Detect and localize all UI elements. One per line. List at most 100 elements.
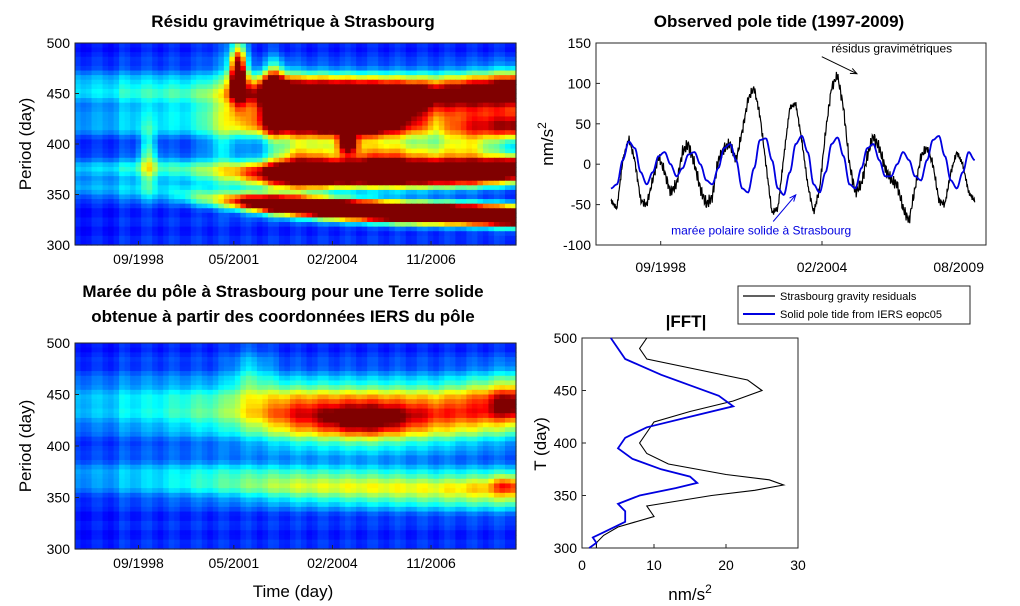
heatmap1-cell	[510, 180, 517, 186]
heatmap2-cell	[383, 352, 390, 358]
heatmap2-cell	[471, 389, 479, 396]
heatmap1-cell	[108, 102, 115, 108]
heatmap1-cell	[394, 153, 401, 159]
heatmap1-cell	[339, 157, 346, 163]
heatmap1-cell	[141, 189, 148, 196]
heatmap2-cell	[378, 380, 385, 386]
heatmap1-cell	[504, 194, 512, 200]
heatmap1-cell	[394, 43, 401, 49]
heatmap1-cell	[504, 102, 512, 108]
heatmap2-cell	[119, 403, 126, 410]
heatmap1-cell	[438, 84, 445, 90]
heatmap2-cell	[102, 371, 109, 377]
heatmap1-cell	[185, 107, 192, 113]
heatmap1-cell	[135, 61, 142, 67]
heatmap1-cell	[102, 134, 109, 141]
heatmap1-cell	[356, 107, 363, 113]
heatmap1-cell	[350, 231, 357, 237]
heatmap1-cell	[168, 157, 175, 163]
heatmap2-cell	[438, 357, 445, 363]
heatmap1-cell	[108, 235, 115, 242]
heatmap2-cell	[455, 343, 462, 349]
heatmap1-cell	[455, 235, 462, 242]
heatmap1-cell	[400, 212, 407, 219]
heatmap1-cell	[488, 180, 495, 186]
heatmap1-cell	[383, 240, 390, 246]
heatmap1-cell	[356, 98, 363, 104]
heatmap1-cell	[471, 52, 479, 58]
heatmap1-cell	[80, 217, 87, 223]
heatmap1-cell	[411, 171, 418, 177]
heatmap2-cell	[207, 394, 214, 400]
heatmap1-cell	[196, 176, 203, 182]
heatmap2-cell	[278, 389, 286, 396]
heatmap1-cell	[317, 88, 324, 95]
heatmap1-cell	[389, 52, 396, 58]
heatmap1-cell	[493, 43, 501, 49]
heatmap1-cell	[389, 194, 396, 200]
heatmap1-cell	[389, 189, 396, 196]
heatmap1-cell	[135, 189, 142, 196]
heatmap1-cell	[163, 176, 170, 182]
heatmap1-cell	[323, 189, 330, 196]
heatmap1-cell	[295, 43, 302, 49]
heatmap1-cell	[152, 88, 159, 95]
heatmap1-cell	[168, 176, 175, 182]
heatmap1-cell	[400, 185, 407, 191]
heatmap2-cell	[323, 417, 330, 424]
heatmap1-cell	[499, 134, 506, 141]
heatmap1-cell	[328, 84, 335, 90]
heatmap1-cell	[493, 84, 501, 90]
heatmap2-cell	[449, 347, 456, 353]
heatmap1-cell	[416, 231, 423, 237]
heatmap1-cell	[91, 153, 98, 159]
heatmap2-cell	[284, 389, 291, 396]
heatmap1-cell	[394, 185, 401, 191]
heatmap1-cell	[267, 93, 275, 99]
heatmap1-cell	[499, 144, 506, 150]
heatmap1-cell	[146, 203, 153, 209]
heatmap1-cell	[328, 208, 335, 214]
heatmap1-cell	[312, 111, 319, 118]
heatmap2-cell	[405, 361, 412, 368]
heatmap1-cell	[301, 88, 308, 95]
heatmap2-cell	[510, 375, 517, 382]
heatmap2-cell	[201, 366, 208, 372]
heatmap1-cell	[466, 194, 473, 200]
heatmap1-cell	[411, 134, 418, 141]
heatmap2-cell	[455, 408, 462, 414]
heatmap1-cell	[190, 194, 197, 200]
heatmap1-cell	[185, 84, 192, 90]
heatmap2-cell	[75, 413, 82, 419]
heatmap1-cell	[317, 125, 324, 131]
heatmap2-cell	[267, 394, 275, 400]
heatmap1-cell	[301, 171, 308, 177]
heatmap1-cell	[389, 116, 396, 122]
heatmap2-cell	[240, 394, 247, 400]
heatmap1-cell	[504, 180, 512, 186]
heatmap1-cell	[411, 70, 418, 76]
heatmap2-cell	[466, 357, 473, 363]
heatmap1-cell	[119, 70, 126, 76]
heatmap1-cell	[400, 98, 407, 104]
heatmap1-cell	[75, 203, 82, 209]
heatmap1-cell	[234, 189, 241, 196]
heatmap2-cell	[229, 352, 236, 358]
heatmap1-cell	[339, 61, 346, 67]
heatmap2-cell	[201, 380, 208, 386]
heatmap1-cell	[466, 235, 473, 242]
heatmap2-cell	[411, 394, 418, 400]
heatmap1-cell	[339, 79, 346, 85]
heatmap2-cell	[124, 371, 131, 377]
heatmap1-cell	[422, 212, 429, 219]
heatmap1-cell	[174, 185, 181, 191]
heatmap1-cell	[378, 75, 385, 81]
heatmap1-cell	[350, 102, 357, 108]
heatmap1-cell	[91, 212, 98, 219]
heatmap1-cell	[306, 102, 313, 108]
heatmap1-cell	[438, 65, 445, 72]
heatmap1-cell	[262, 194, 269, 200]
heatmap1-cell	[312, 75, 319, 81]
heatmap1-cell	[91, 130, 98, 136]
heatmap1-cell	[207, 98, 214, 104]
